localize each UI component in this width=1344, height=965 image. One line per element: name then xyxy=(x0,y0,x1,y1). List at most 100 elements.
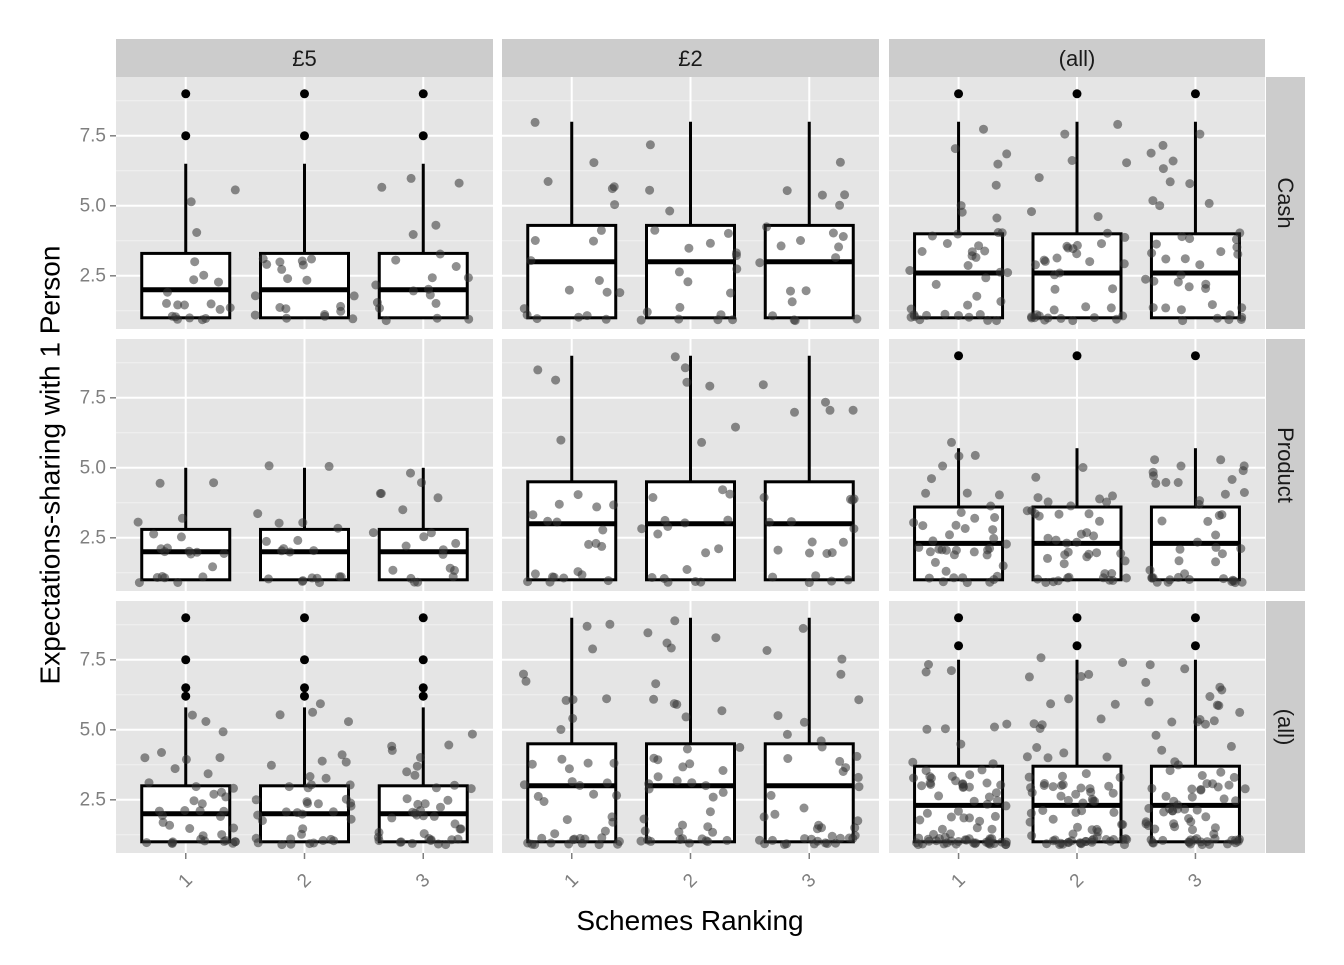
jitter-point xyxy=(600,826,610,836)
jitter-point xyxy=(1081,769,1091,779)
jitter-point xyxy=(768,835,777,845)
jitter-point xyxy=(800,834,810,844)
jitter-point xyxy=(922,724,932,734)
jitter-point xyxy=(796,236,805,245)
jitter-point xyxy=(1161,477,1171,487)
box-outlier xyxy=(300,691,309,701)
jitter-point xyxy=(328,807,338,817)
jitter-point xyxy=(1161,791,1171,801)
jitter-point xyxy=(924,573,934,583)
facet-panel xyxy=(116,339,493,591)
jitter-point xyxy=(811,571,821,581)
jitter-point xyxy=(1158,164,1168,174)
jitter-point xyxy=(821,397,830,407)
jitter-point xyxy=(1118,311,1128,321)
jitter-point xyxy=(1102,497,1112,507)
jitter-point xyxy=(1173,478,1183,487)
jitter-point xyxy=(1056,838,1066,848)
jitter-point xyxy=(906,312,916,322)
jitter-point xyxy=(1038,806,1048,815)
jitter-point xyxy=(1217,549,1227,559)
jitter-point xyxy=(1068,829,1078,839)
jitter-point xyxy=(142,838,152,848)
jitter-point xyxy=(977,765,987,775)
jitter-point xyxy=(444,740,454,750)
jitter-point xyxy=(653,772,663,782)
jitter-point xyxy=(594,840,604,850)
jitter-point xyxy=(1084,669,1094,679)
jitter-point xyxy=(519,669,528,679)
jitter-point xyxy=(387,741,397,751)
jitter-point xyxy=(703,822,713,832)
jitter-point xyxy=(838,232,848,241)
jitter-point xyxy=(1040,779,1049,788)
jitter-point xyxy=(181,754,191,764)
jitter-point xyxy=(1043,533,1053,543)
jitter-point xyxy=(941,545,951,555)
jitter-point xyxy=(1151,239,1161,249)
jitter-point xyxy=(264,461,274,471)
jitter-point xyxy=(643,835,653,845)
jitter-point xyxy=(189,275,199,285)
jitter-point xyxy=(197,315,207,325)
jitter-point xyxy=(996,780,1006,790)
facet-panel xyxy=(116,601,493,853)
jitter-point xyxy=(1110,699,1120,709)
jitter-point xyxy=(1184,814,1194,823)
jitter-point xyxy=(925,778,935,788)
jitter-point xyxy=(773,545,783,555)
jitter-point xyxy=(1147,783,1157,793)
box-outlier xyxy=(181,131,191,141)
jitter-point xyxy=(1195,496,1205,506)
jitter-point xyxy=(214,277,223,287)
jitter-point xyxy=(1180,804,1190,814)
jitter-point xyxy=(180,806,190,815)
jitter-point xyxy=(1147,248,1157,258)
jitter-point xyxy=(602,287,612,297)
jitter-point xyxy=(602,778,612,788)
x-tick-label: 3 xyxy=(798,870,820,892)
jitter-point xyxy=(666,643,676,653)
jitter-point xyxy=(918,521,928,531)
jitter-point xyxy=(1066,501,1076,511)
jitter-point xyxy=(1146,148,1156,158)
jitter-point xyxy=(610,200,620,210)
jitter-point xyxy=(551,375,561,385)
jitter-point xyxy=(215,304,225,314)
jitter-point xyxy=(407,838,417,848)
jitter-point xyxy=(589,158,599,168)
jitter-point xyxy=(1055,268,1065,278)
jitter-point xyxy=(305,772,315,781)
jitter-point xyxy=(1173,277,1183,287)
jitter-point xyxy=(297,256,307,266)
jitter-point xyxy=(190,257,200,267)
jitter-point xyxy=(1068,316,1078,326)
jitter-point xyxy=(1048,782,1058,792)
jitter-point xyxy=(922,808,932,818)
jitter-point xyxy=(594,276,604,285)
jitter-point xyxy=(1193,717,1203,727)
jitter-point xyxy=(849,494,859,504)
jitter-point xyxy=(1050,284,1060,294)
jitter-point xyxy=(303,799,312,808)
jitter-point xyxy=(293,535,303,545)
jitter-point xyxy=(564,285,574,295)
jitter-point xyxy=(722,835,732,845)
jitter-point xyxy=(1150,455,1160,465)
jitter-point xyxy=(275,303,285,312)
jitter-point xyxy=(705,381,715,391)
box-outlier xyxy=(181,89,191,99)
column-strip-label: £5 xyxy=(292,46,316,71)
jitter-point xyxy=(1236,544,1246,554)
jitter-point xyxy=(853,772,863,782)
jitter-point xyxy=(726,288,735,298)
jitter-point xyxy=(1122,835,1132,844)
jitter-point xyxy=(687,778,697,788)
jitter-point xyxy=(573,567,583,577)
jitter-point xyxy=(528,510,538,520)
jitter-point xyxy=(770,809,780,819)
jitter-point xyxy=(522,310,532,320)
jitter-point xyxy=(718,485,728,495)
jitter-point xyxy=(433,839,443,849)
jitter-point xyxy=(1092,548,1102,558)
